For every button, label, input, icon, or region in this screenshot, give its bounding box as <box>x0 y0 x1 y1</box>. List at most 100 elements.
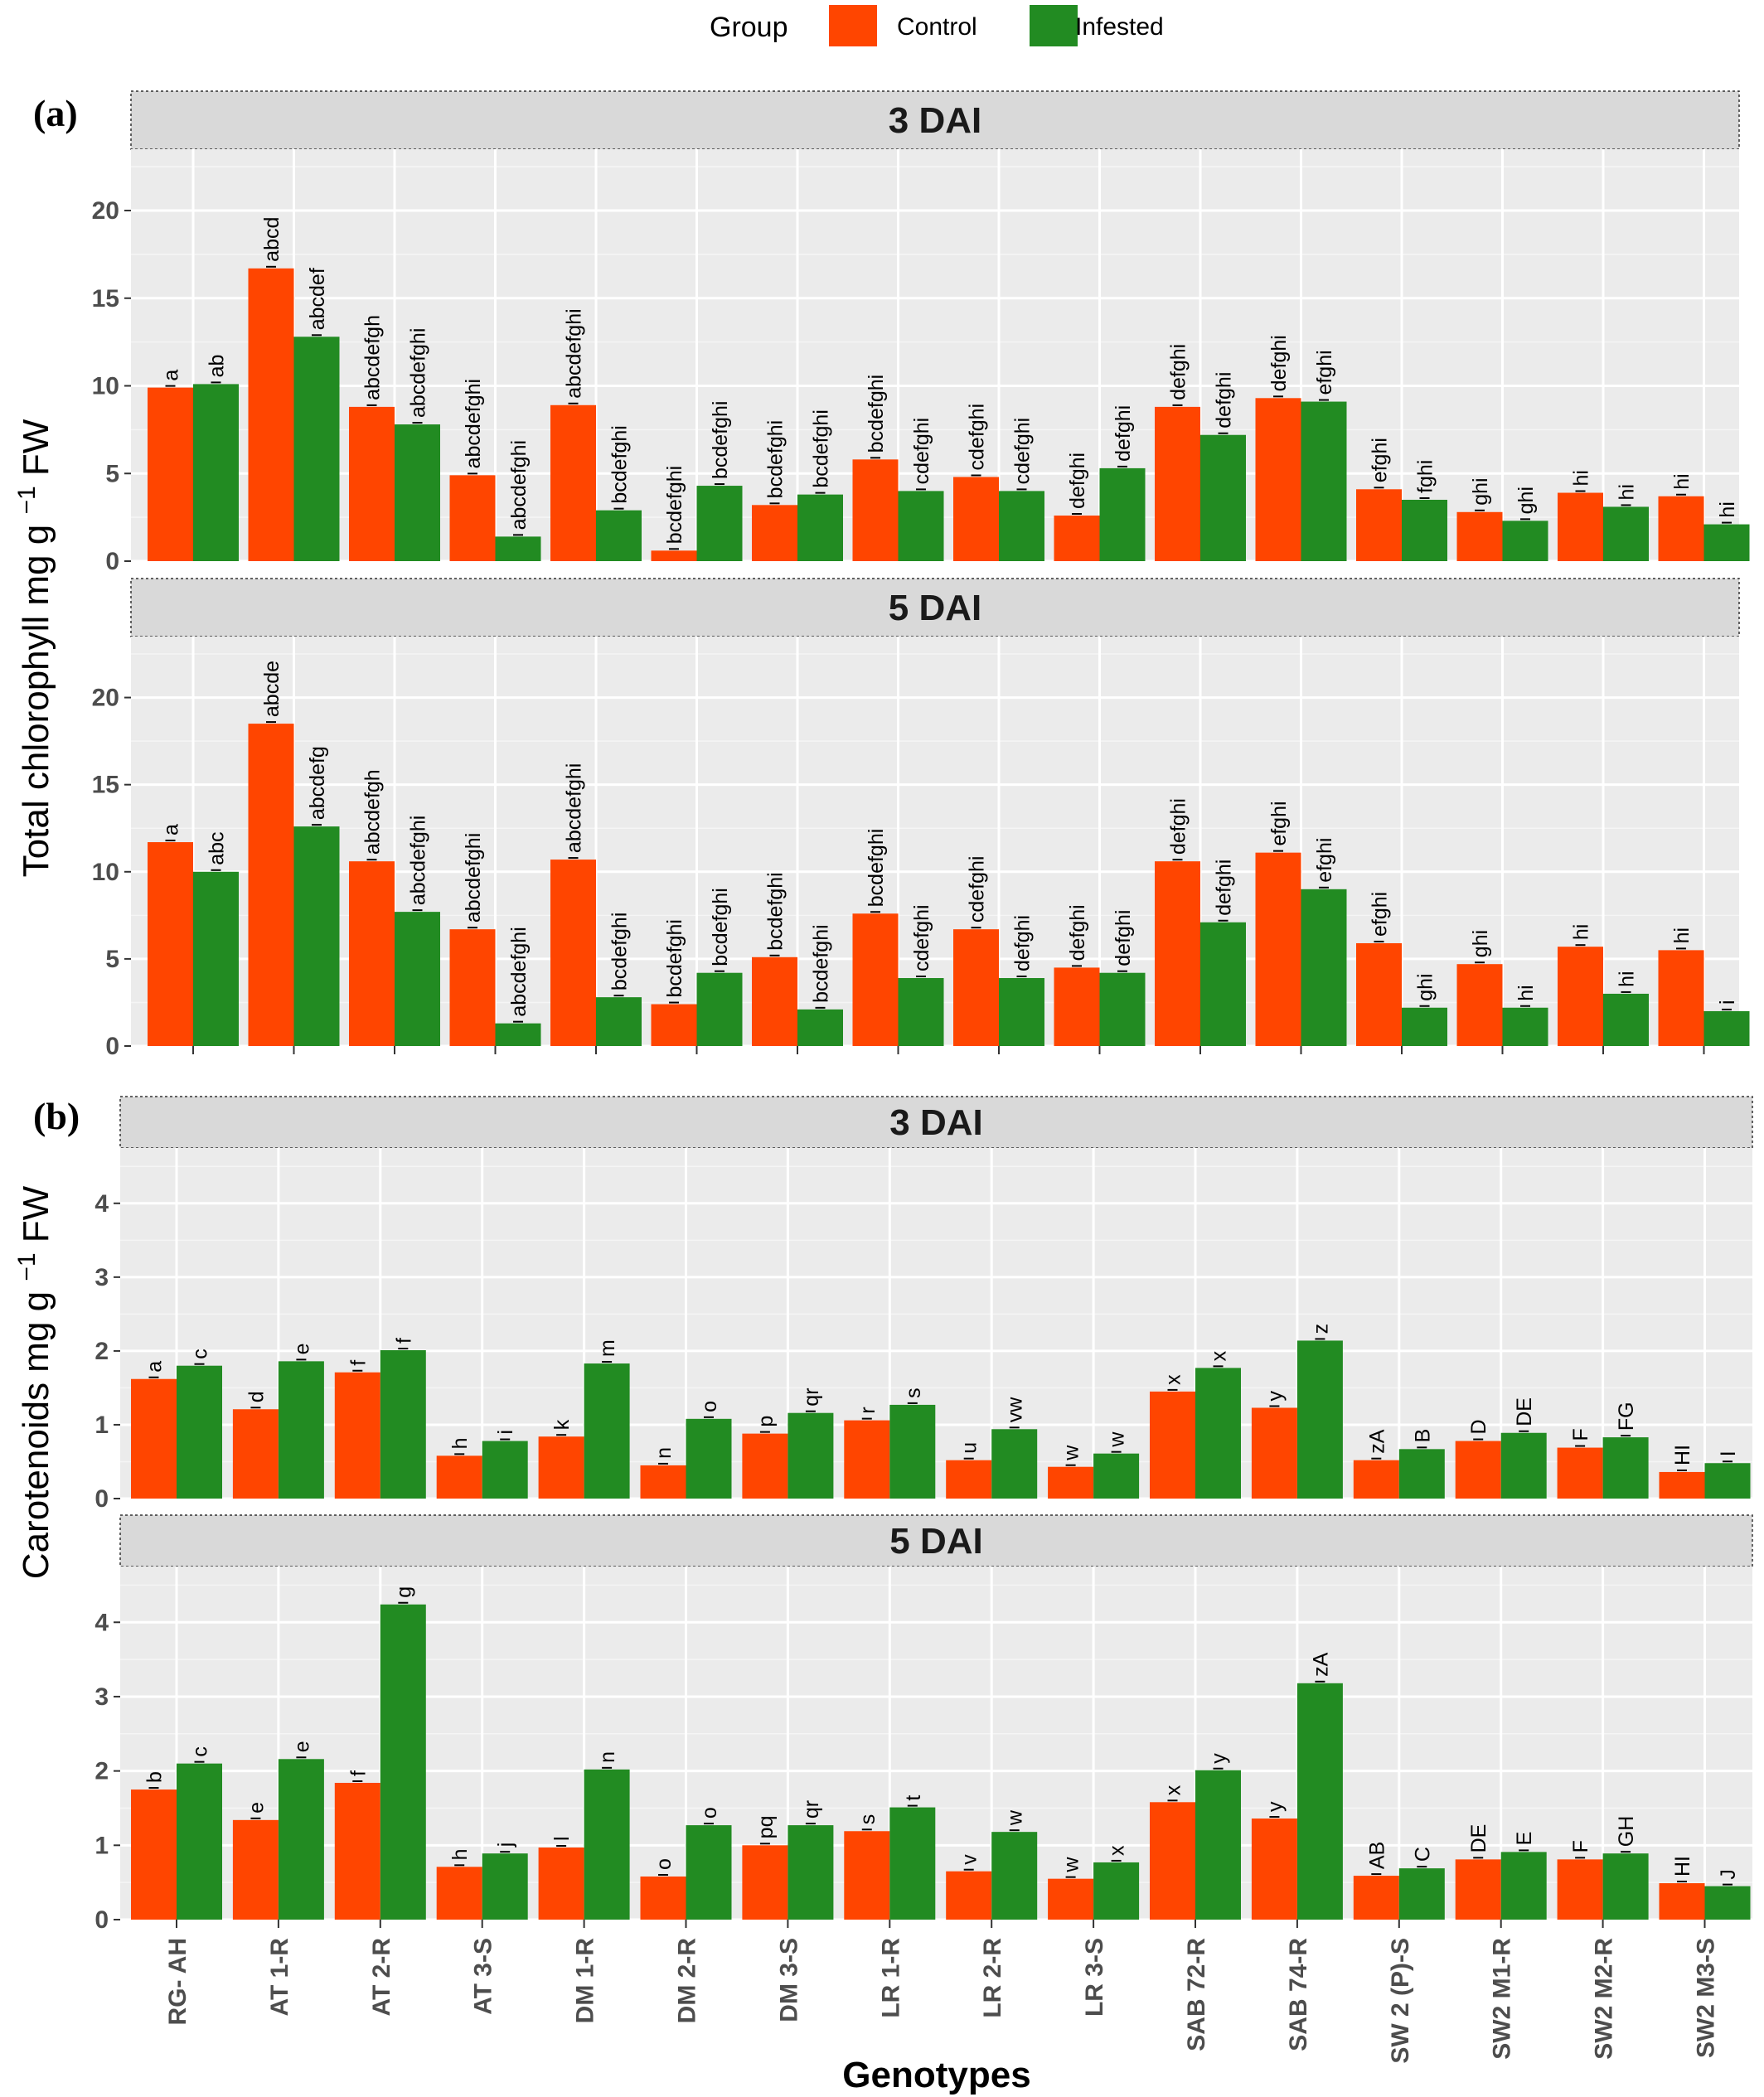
significance-label: hi <box>1514 985 1538 1000</box>
significance-label: e <box>290 1343 313 1354</box>
facet-strip-label: 5 DAI <box>889 588 981 628</box>
significance-label: p <box>754 1416 778 1427</box>
significance-label: hi <box>1716 501 1739 517</box>
bar-control <box>1557 1447 1603 1499</box>
x-tick-label: AT 1-R <box>266 1938 293 2017</box>
bar-control <box>436 1867 482 1920</box>
y-tick-label: 2 <box>94 1338 109 1365</box>
bar-control <box>852 913 899 1046</box>
bar-infested <box>1500 1852 1547 1920</box>
y-tick-label: 0 <box>94 1906 109 1934</box>
bar-control <box>1054 967 1100 1046</box>
y-tick-label: 1 <box>94 1832 109 1859</box>
significance-label: h <box>448 1848 472 1860</box>
bar-infested <box>1398 1449 1445 1499</box>
bar-control <box>1659 1883 1705 1920</box>
significance-label: x <box>1106 1845 1129 1856</box>
significance-label: C <box>1411 1847 1434 1862</box>
significance-label: defghi <box>1213 860 1236 916</box>
significance-label: a <box>143 1361 167 1373</box>
significance-label: hi <box>1616 484 1639 500</box>
bar-infested <box>482 1853 528 1920</box>
bar-control <box>148 842 193 1046</box>
bar-infested <box>596 997 642 1046</box>
bar-infested <box>177 1763 222 1920</box>
significance-label: F <box>1569 1840 1592 1852</box>
significance-label: FG <box>1615 1402 1638 1431</box>
bar-control <box>844 1831 890 1920</box>
bar-infested <box>991 1429 1038 1499</box>
significance-label: defghi <box>1167 344 1190 400</box>
significance-label: bcdefghi <box>810 409 833 488</box>
significance-label: abcdefg <box>306 746 329 820</box>
significance-label: defghi <box>1213 372 1236 429</box>
facet-strip <box>130 90 1740 150</box>
significance-label: defghi <box>1112 405 1135 462</box>
significance-label: fghi <box>1414 460 1437 493</box>
significance-label: k <box>550 1419 574 1430</box>
significance-label: w <box>1106 1431 1129 1448</box>
bar-infested <box>1296 1340 1343 1499</box>
significance-label: defghi <box>1066 453 1089 509</box>
bar-infested <box>395 912 440 1046</box>
bar-infested <box>999 491 1044 561</box>
significance-label: hi <box>1670 473 1694 489</box>
significance-label: F <box>1569 1428 1592 1441</box>
significance-label: abcdef <box>306 268 329 330</box>
significance-label: bcdefghi <box>865 375 888 453</box>
y-tick-label: 0 <box>94 1485 109 1513</box>
facet-strip-label: 3 DAI <box>889 100 981 141</box>
bar-control <box>1251 1819 1297 1920</box>
significance-label: E <box>1513 1832 1536 1846</box>
bar-control <box>131 1378 177 1499</box>
significance-label: abcdefghi <box>407 816 430 905</box>
bar-control <box>1659 1471 1705 1499</box>
significance-label: abcdefghi <box>462 379 485 468</box>
significance-label: abcd <box>260 217 284 262</box>
bar-control <box>1048 1466 1094 1499</box>
panel-carotenoids-3dai: 3 DAI 0 1 2 3 4 a c d e f f h i k m n o p qr r s u vw w w x x y z zA B D… <box>94 1096 1753 1513</box>
bar-infested <box>380 1350 426 1499</box>
bar-infested <box>1200 922 1246 1046</box>
significance-label: B <box>1411 1429 1434 1443</box>
y-tick-label: 5 <box>105 946 119 973</box>
x-tick-label: LR 3-S <box>1081 1938 1108 2017</box>
bar-infested <box>889 1404 936 1499</box>
bar-control <box>131 1789 177 1920</box>
y-tick-label: 10 <box>92 373 119 400</box>
significance-label: qr <box>800 1800 823 1819</box>
significance-label: n <box>596 1751 619 1763</box>
bar-control <box>1054 516 1100 561</box>
y-tick-label: 4 <box>94 1190 109 1218</box>
significance-label: o <box>652 1858 676 1870</box>
bar-infested <box>1704 1463 1751 1499</box>
x-tick-label: LR 1-R <box>877 1938 904 2018</box>
bar-infested <box>797 1009 843 1046</box>
y-tick-label: 15 <box>92 772 119 799</box>
bar-control <box>640 1465 686 1499</box>
bar-control <box>844 1420 890 1499</box>
bar-control <box>651 1004 697 1046</box>
bar-control <box>1255 852 1301 1046</box>
significance-label: D <box>1467 1419 1490 1434</box>
x-tick-label: SAB 72-R <box>1183 1938 1210 2051</box>
bar-infested <box>495 536 541 561</box>
bar-control <box>742 1433 788 1499</box>
significance-label: zA <box>1309 1652 1332 1677</box>
significance-label: g <box>392 1586 415 1598</box>
bar-control <box>538 1848 584 1920</box>
significance-label: HI <box>1671 1445 1694 1465</box>
bar-infested <box>889 1807 936 1920</box>
significance-label: defghi <box>1066 904 1089 961</box>
bar-infested <box>898 491 944 561</box>
significance-label: bcdefghi <box>709 401 732 480</box>
bar-control <box>349 406 395 561</box>
x-tick-label: RG- AH <box>164 1938 191 2026</box>
significance-label: ghi <box>1469 930 1492 957</box>
significance-label: DE <box>1513 1397 1536 1426</box>
significance-label: AB <box>1365 1842 1388 1869</box>
bar-infested <box>1703 524 1750 561</box>
significance-label: defghi <box>1267 335 1291 391</box>
significance-label: abc <box>206 831 229 864</box>
significance-label: x <box>1162 1785 1185 1795</box>
